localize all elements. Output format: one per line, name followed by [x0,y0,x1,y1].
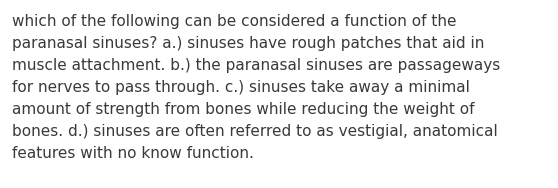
Text: paranasal sinuses? a.) sinuses have rough patches that aid in: paranasal sinuses? a.) sinuses have roug… [12,36,484,51]
Text: features with no know function.: features with no know function. [12,146,254,161]
Text: for nerves to pass through. c.) sinuses take away a minimal: for nerves to pass through. c.) sinuses … [12,80,470,95]
Text: bones. d.) sinuses are often referred to as vestigial, anatomical: bones. d.) sinuses are often referred to… [12,124,498,139]
Text: amount of strength from bones while reducing the weight of: amount of strength from bones while redu… [12,102,474,117]
Text: which of the following can be considered a function of the: which of the following can be considered… [12,14,456,29]
Text: muscle attachment. b.) the paranasal sinuses are passageways: muscle attachment. b.) the paranasal sin… [12,58,501,73]
